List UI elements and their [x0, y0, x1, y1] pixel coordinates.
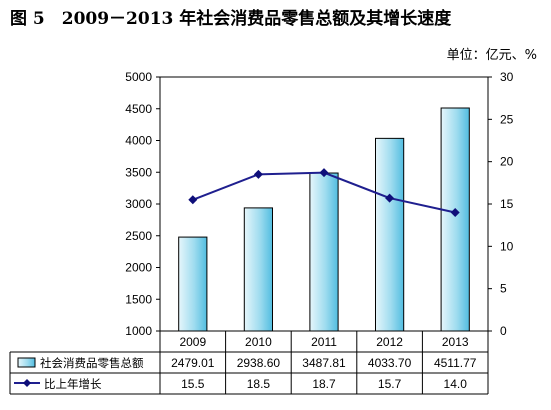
y-left-tick-label: 4500	[125, 102, 152, 116]
legend-bar-swatch	[17, 357, 36, 368]
y-right-tick-label: 15	[500, 197, 514, 211]
bar-2012	[374, 137, 405, 332]
table-line-value: 15.5	[181, 377, 205, 391]
unit-label: 单位：亿元、%	[446, 48, 537, 63]
growth-point-2010	[253, 169, 263, 179]
y-right-tick-label: 30	[500, 70, 514, 84]
y-right-tick-label: 10	[500, 239, 514, 253]
x-tick-label: 2009	[179, 335, 206, 349]
y-right-tick-label: 25	[500, 112, 514, 126]
x-tick-label: 2013	[442, 335, 469, 349]
y-left-tick-label: 2000	[125, 261, 152, 275]
table-line-value: 14.0	[444, 377, 468, 391]
y-left-tick-label: 3500	[125, 165, 152, 179]
bar-2011	[309, 172, 339, 332]
chart-title: 图 5 2009－2013 年社会消费品零售总额及其增长速度	[10, 9, 452, 29]
y-right-tick-label: 5	[500, 282, 507, 296]
table-bar-value: 2479.01	[171, 356, 215, 370]
legend-line-marker	[23, 379, 31, 387]
x-tick-label: 2010	[245, 335, 272, 349]
y-left-tick-label: 1000	[125, 324, 152, 338]
table-line-value: 15.7	[378, 377, 402, 391]
legend-bar-label: 社会消费品零售总额	[40, 356, 144, 370]
growth-point-2013	[450, 207, 460, 217]
y-left-tick-label: 2500	[125, 229, 152, 243]
y-left-tick-label: 4000	[125, 134, 152, 148]
y-right-tick-label: 20	[500, 155, 514, 169]
table-bar-value: 4033.70	[368, 356, 412, 370]
bar-2013	[440, 107, 470, 332]
y-right-tick-label: 0	[500, 324, 507, 338]
x-tick-label: 2012	[376, 335, 403, 349]
legend-line-label: 比上年增长	[44, 377, 102, 391]
table-bar-value: 3487.81	[302, 356, 346, 370]
bar-2010	[243, 207, 274, 332]
y-left-tick-label: 3000	[125, 197, 152, 211]
growth-point-2009	[188, 195, 198, 205]
x-tick-label: 2011	[311, 335, 337, 349]
growth-point-2011	[319, 168, 329, 178]
y-left-tick-label: 5000	[125, 70, 152, 84]
table-line-value: 18.7	[312, 377, 336, 391]
table-bar-value: 4511.77	[434, 356, 477, 370]
table-line-value: 18.5	[247, 377, 271, 391]
growth-point-2012	[385, 193, 395, 203]
bar-2009	[178, 236, 208, 332]
table-bar-value: 2938.60	[237, 356, 281, 370]
y-left-tick-label: 1500	[125, 292, 152, 306]
